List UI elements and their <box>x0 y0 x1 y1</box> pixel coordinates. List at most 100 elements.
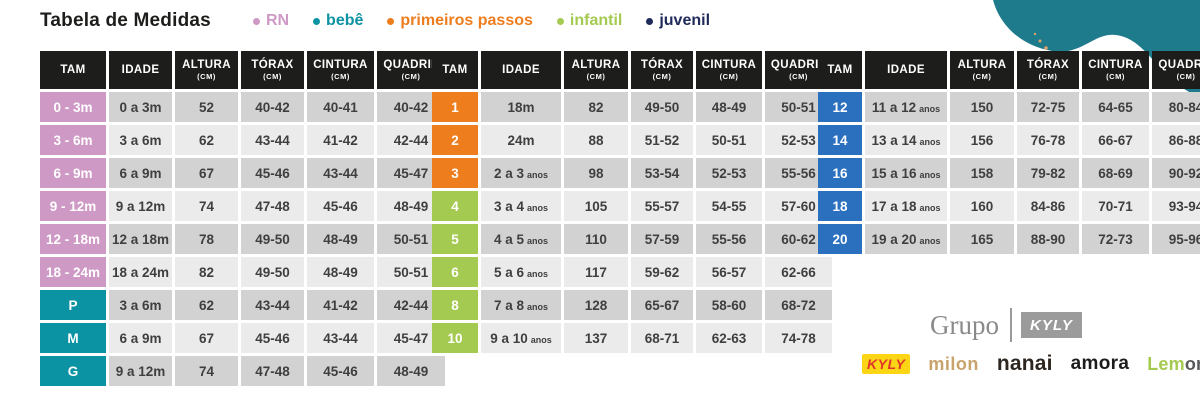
cell-cintura: 70-71 <box>1082 191 1149 221</box>
lemon-logo-gray: on <box>1184 353 1200 374</box>
cell-cintura: 50-51 <box>696 125 762 155</box>
cell-quadril: 86-88 <box>1152 125 1200 155</box>
cell-tam: 5 <box>432 224 478 254</box>
cell-idade: 4 a 5 anos <box>481 224 561 254</box>
column-header-quadril: QUADRIL(CM) <box>1152 51 1200 89</box>
table-row: 16 15 a 16 anos 158 79-82 68-69 90-92 <box>818 158 1200 188</box>
cell-tam: 12 - 18m <box>40 224 106 254</box>
cell-tam: 4 <box>432 191 478 221</box>
table-row: 1 18m 82 49-50 48-49 50-51 <box>432 92 832 122</box>
cell-cintura: 56-57 <box>696 257 762 287</box>
cell-altura: 88 <box>564 125 628 155</box>
cell-cintura: 48-49 <box>696 92 762 122</box>
column-header-altura: ALTURA (CM) <box>950 51 1014 89</box>
cell-torax: 65-67 <box>631 290 693 320</box>
cell-torax: 84-86 <box>1017 191 1079 221</box>
cell-cintura: 45-46 <box>307 191 374 221</box>
lemon-logo: Lemon <box>1147 354 1200 375</box>
lemon-logo-green: Lem <box>1147 353 1185 374</box>
cell-idade: 18 a 24m <box>109 257 172 287</box>
brand-logos: KYLY milon nanai amora Lemon <box>862 352 1200 376</box>
legend-label-primeiros-passos: primeiros passos <box>400 12 533 29</box>
cell-cintura: 43-44 <box>307 158 374 188</box>
cell-cintura: 48-49 <box>307 257 374 287</box>
cell-tam: 6 <box>432 257 478 287</box>
cell-torax: 45-46 <box>241 323 304 353</box>
grupo-kyly-logo: Grupo KYLY <box>930 308 1082 342</box>
cell-quadril: 93-94 <box>1152 191 1200 221</box>
cell-idade: 0 a 3m <box>109 92 172 122</box>
legend-item-infantil: infantil <box>556 12 623 30</box>
cell-quadril: 62-66 <box>765 257 832 287</box>
cell-idade: 3 a 4 anos <box>481 191 561 221</box>
cell-idade: 12 a 18m <box>109 224 172 254</box>
column-header-tam: TAM <box>818 51 862 89</box>
cell-altura: 67 <box>175 323 238 353</box>
legend-dot-primeiros-passos <box>387 17 395 25</box>
cell-cintura: 66-67 <box>1082 125 1149 155</box>
cell-cintura: 41-42 <box>307 125 374 155</box>
legend-label-juvenil: juvenil <box>659 12 711 29</box>
cell-altura: 62 <box>175 290 238 320</box>
legend-item-primeiros-passos: primeiros passos <box>387 12 533 30</box>
cell-altura: 98 <box>564 158 628 188</box>
cell-idade: 9 a 12m <box>109 191 172 221</box>
cell-altura: 52 <box>175 92 238 122</box>
table-row: 2 24m 88 51-52 50-51 52-53 <box>432 125 832 155</box>
cell-tam: 18 - 24m <box>40 257 106 287</box>
column-header-tórax: TÓRAX (CM) <box>631 51 693 89</box>
cell-idade: 11 a 12 anos <box>865 92 947 122</box>
grupo-wordmark: Grupo <box>930 309 999 340</box>
table-row: 12 - 18m 12 a 18m 78 49-50 48-49 50-51 <box>40 224 445 254</box>
cell-tam: 0 - 3m <box>40 92 106 122</box>
table-row: 0 - 3m 0 a 3m 52 40-42 40-41 40-42 <box>40 92 445 122</box>
legend-label-bebe: bebê <box>326 12 364 29</box>
legend-dot-bebe <box>313 17 321 25</box>
table-row: 9 - 12m 9 a 12m 74 47-48 45-46 48-49 <box>40 191 445 221</box>
cell-torax: 45-46 <box>241 158 304 188</box>
legend-label-rn: RN <box>265 12 290 29</box>
cell-idade: 3 a 6m <box>109 125 172 155</box>
cell-altura: 128 <box>564 290 628 320</box>
cell-tam: 1 <box>432 92 478 122</box>
table-row: 10 9 a 10 anos 137 68-71 62-63 74-78 <box>432 323 832 353</box>
column-header-altura: ALTURA (CM) <box>175 51 238 89</box>
table-row: 12 11 a 12 anos 150 72-75 64-65 80-84 <box>818 92 1200 122</box>
size-table-kids: TAM IDADE ALTURA (CM) TÓRAX (CM) CINTURA (CM) QU… <box>429 48 835 356</box>
cell-torax: 40-42 <box>241 92 304 122</box>
cell-cintura: 54-55 <box>696 191 762 221</box>
cell-quadril: 48-49 <box>377 356 445 386</box>
table-row: 3 - 6m 3 a 6m 62 43-44 41-42 42-44 <box>40 125 445 155</box>
cell-altura: 74 <box>175 191 238 221</box>
column-header-idade: IDADE <box>481 51 561 89</box>
legend-dot-rn <box>252 17 260 25</box>
legend-dot-infantil <box>556 17 564 25</box>
cell-idade: 5 a 6 anos <box>481 257 561 287</box>
cell-cintura: 55-56 <box>696 224 762 254</box>
cell-tam: 18 <box>818 191 862 221</box>
legend-label-infantil: infantil <box>569 12 623 29</box>
cell-cintura: 52-53 <box>696 158 762 188</box>
cell-torax: 43-44 <box>241 290 304 320</box>
cell-torax: 68-71 <box>631 323 693 353</box>
legend: RN bebê primeiros passos infantil juveni… <box>252 12 711 30</box>
cell-tam: 16 <box>818 158 862 188</box>
logo-divider <box>1010 308 1012 342</box>
table-row: 18 17 a 18 anos 160 84-86 70-71 93-94 <box>818 191 1200 221</box>
column-header-tam: TAM <box>40 51 106 89</box>
cell-altura: 165 <box>950 224 1014 254</box>
cell-torax: 57-59 <box>631 224 693 254</box>
column-header-cintura: CINTURA (CM) <box>307 51 374 89</box>
cell-torax: 49-50 <box>241 224 304 254</box>
cell-quadril: 80-84 <box>1152 92 1200 122</box>
cell-cintura: 68-69 <box>1082 158 1149 188</box>
header: Tabela de Medidas RN bebê primeiros pass… <box>40 10 710 32</box>
legend-item-rn: RN <box>252 12 290 30</box>
